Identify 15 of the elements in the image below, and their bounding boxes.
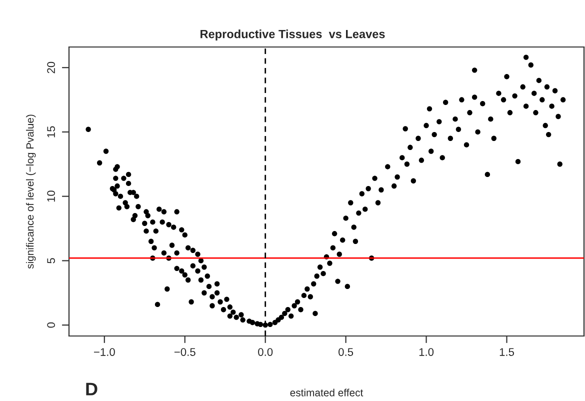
x-tick-label: −1.0 xyxy=(94,348,115,356)
y-tick-label: 5 xyxy=(47,258,55,264)
y-tick-label: 10 xyxy=(47,190,55,202)
y-tick-label: 20 xyxy=(47,62,55,74)
x-tick-label: 0.5 xyxy=(338,348,354,356)
y-axis-title: significance of level (−log Pvalue) xyxy=(26,114,36,269)
x-tick-label: 1.0 xyxy=(419,348,434,356)
chart-title: Reproductive Tissues vs Leaves xyxy=(200,30,385,41)
text: D xyxy=(86,382,98,396)
x-tick-label: 1.5 xyxy=(500,348,514,356)
x-tick-label: −0.5 xyxy=(174,348,196,356)
x-axis-title: estimated effect xyxy=(290,388,364,396)
y-tick-label: 0 xyxy=(47,322,55,328)
x-tick-label: 0.0 xyxy=(258,348,273,356)
y-tick-label: 15 xyxy=(47,126,55,138)
